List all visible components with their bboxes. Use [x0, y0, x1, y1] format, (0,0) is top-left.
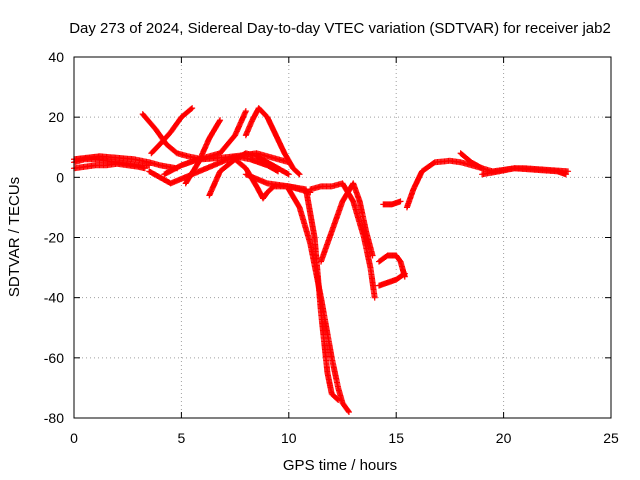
x-axis-label: GPS time / hours	[283, 457, 397, 474]
series-arc-h	[161, 108, 249, 178]
data-point-markers	[380, 198, 404, 208]
plot-frame	[73, 56, 612, 419]
y-axis-label: SDTVAR / TECUs	[6, 177, 23, 297]
data-point-markers	[307, 180, 378, 301]
data-point-markers	[318, 180, 376, 265]
series-arc-r	[380, 198, 404, 208]
y-tick-label: 40	[48, 49, 64, 65]
data-point-markers	[376, 270, 408, 289]
x-tick-labels: 0 5 10 15 20 25	[70, 430, 619, 446]
series-arc-e	[148, 105, 196, 157]
x-tick-label: 25	[603, 430, 619, 446]
data-point-markers	[479, 165, 569, 178]
series-arc-s	[403, 157, 486, 211]
series-arc-o	[318, 180, 376, 265]
y-tick-label: 20	[48, 109, 64, 125]
series-arc-u	[479, 165, 569, 178]
series-arc-j	[242, 105, 303, 178]
data-markers	[71, 105, 572, 415]
x-tick-label: 20	[496, 430, 512, 446]
grid-lines	[74, 57, 611, 418]
data-point-markers	[242, 105, 303, 178]
data-point-markers	[148, 105, 196, 157]
data-point-markers	[161, 108, 249, 178]
data-point-markers	[182, 117, 224, 187]
y-tick-label: -60	[44, 350, 64, 366]
series-arc-n	[307, 180, 378, 301]
y-tick-label: -40	[44, 290, 64, 306]
data-point-markers	[285, 186, 352, 415]
series-arc-m	[285, 186, 352, 415]
x-tick-label: 0	[70, 430, 78, 446]
y-tick-label: -80	[44, 410, 64, 426]
x-tick-label: 10	[281, 430, 297, 446]
data-point-markers	[403, 157, 486, 211]
series-arc-q	[376, 270, 408, 289]
y-tick-label: -20	[44, 230, 64, 246]
chart-title: Day 273 of 2024, Sidereal Day-to-day VTE…	[69, 20, 611, 37]
x-tick-label: 15	[388, 430, 404, 446]
series-arc-g	[182, 117, 224, 187]
y-tick-label: 0	[56, 169, 64, 185]
y-tick-labels: -80 -60 -40 -20 0 20 40	[44, 49, 64, 426]
x-tick-label: 5	[178, 430, 186, 446]
